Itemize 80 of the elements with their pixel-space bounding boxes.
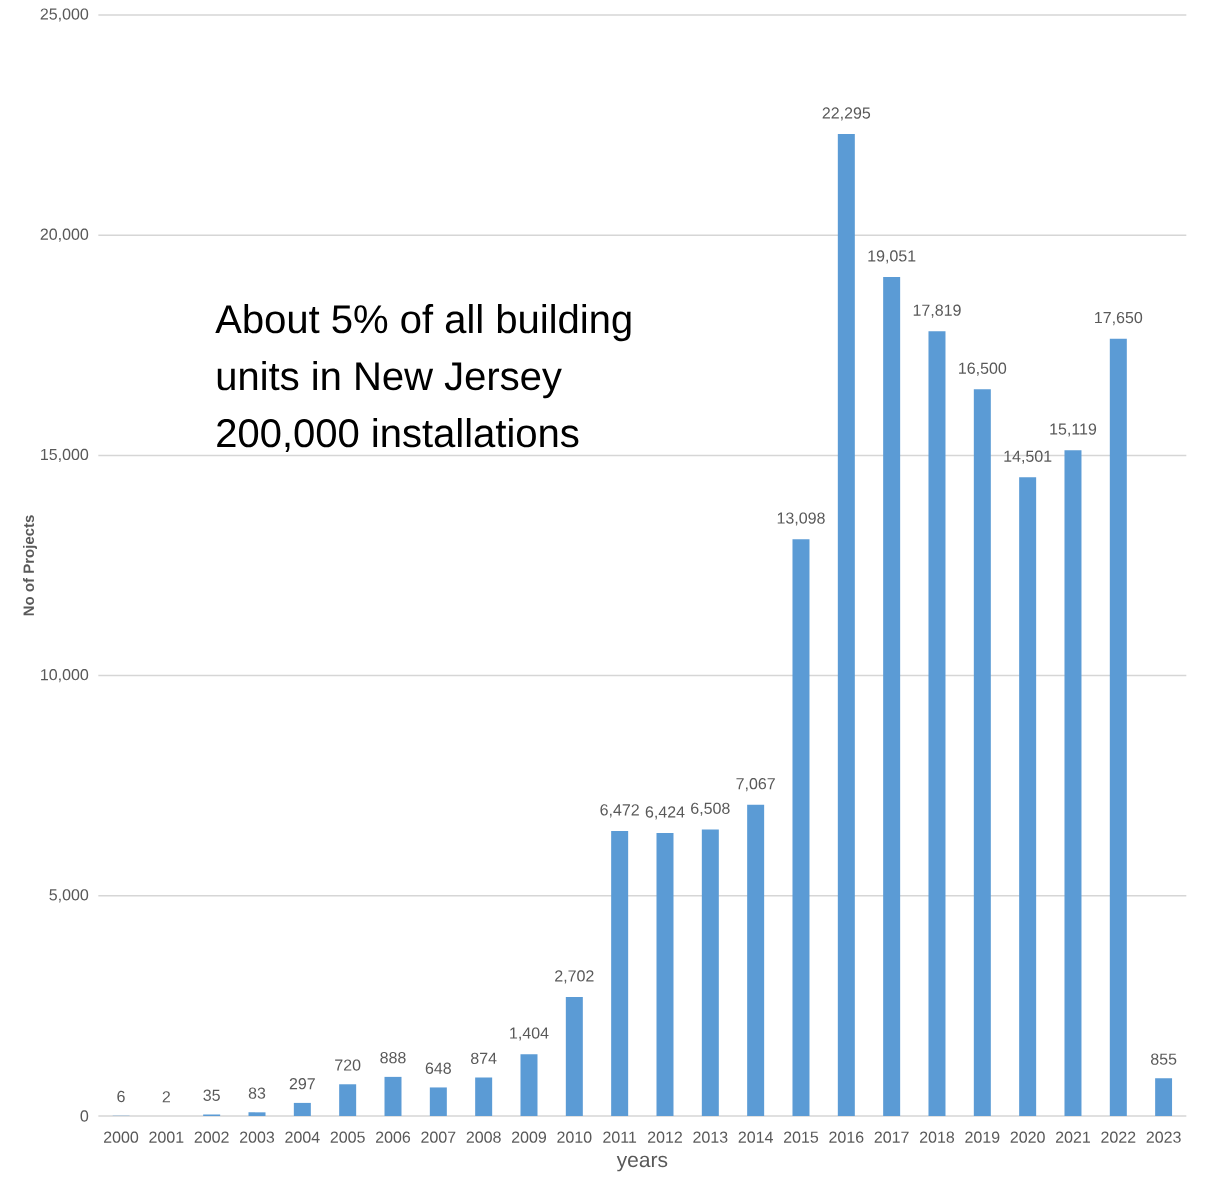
data-label: 6,472 (600, 804, 639, 818)
data-label: 17,650 (1095, 311, 1143, 326)
data-label: 15,119 (1050, 423, 1097, 437)
bar (928, 331, 946, 1116)
x-tick-label: 2021 (1055, 1131, 1090, 1143)
x-tick-label: 2004 (285, 1131, 320, 1143)
data-label: 7,067 (736, 778, 775, 792)
data-label: 2 (162, 1091, 170, 1103)
bar (1064, 450, 1082, 1116)
bar (1155, 1078, 1173, 1116)
data-label: 14,501 (1004, 450, 1052, 464)
x-tick-label: 2009 (512, 1131, 547, 1143)
data-label: 2,702 (555, 970, 594, 984)
x-tick-label: 2015 (783, 1131, 819, 1143)
x-tick-label: 2012 (648, 1131, 682, 1143)
x-tick-label: 2008 (466, 1131, 501, 1143)
data-label: 22,295 (822, 107, 871, 121)
x-tick-label: 2007 (421, 1131, 456, 1143)
bar (1109, 338, 1127, 1116)
bar (384, 1076, 402, 1116)
y-axis-title: No of Projects (23, 515, 37, 616)
bar (429, 1087, 447, 1116)
x-axis-title: years (616, 1155, 668, 1172)
y-tick-label: 0 (80, 1110, 89, 1122)
y-tick-label: 25,000 (40, 8, 89, 22)
bar (248, 1112, 266, 1116)
bar (1019, 477, 1037, 1116)
bar (565, 996, 583, 1116)
annotation: 200,000 installations (217, 418, 579, 453)
data-label: 6,424 (645, 806, 685, 820)
x-tick-label: 2002 (194, 1131, 229, 1143)
x-tick-label: 2014 (738, 1131, 773, 1143)
x-tick-label: 2016 (829, 1131, 864, 1143)
data-label: 888 (380, 1052, 406, 1064)
x-tick-label: 2020 (1010, 1131, 1045, 1143)
annotation: units in New Jersey (217, 361, 562, 399)
data-label: 83 (248, 1087, 266, 1099)
x-tick-label: 2011 (603, 1131, 637, 1143)
data-label: 6,508 (691, 802, 730, 816)
x-tick-label: 2010 (557, 1131, 592, 1143)
x-tick-label: 2003 (240, 1131, 275, 1143)
data-label: 1,404 (510, 1027, 549, 1041)
bar (293, 1102, 311, 1116)
y-tick-label: 20,000 (40, 228, 89, 242)
data-label: 16,500 (959, 362, 1007, 376)
x-tick-label: 2013 (693, 1131, 728, 1143)
data-label: 17,819 (913, 304, 961, 318)
data-label: 648 (425, 1062, 451, 1074)
bar (883, 276, 901, 1116)
bar (520, 1054, 538, 1116)
y-tick-label: 15,000 (41, 448, 89, 462)
data-label: 874 (471, 1052, 497, 1064)
data-label: 855 (1150, 1053, 1177, 1065)
bar (837, 134, 855, 1116)
bar (611, 830, 629, 1116)
x-tick-label: 2000 (104, 1131, 139, 1143)
x-tick-label: 2006 (376, 1131, 411, 1143)
bar (792, 539, 810, 1116)
bar (339, 1084, 357, 1116)
x-tick-label: 2005 (330, 1131, 365, 1143)
annotation: About 5% of all building (215, 304, 631, 342)
x-tick-label: 2023 (1146, 1131, 1181, 1143)
x-tick-label: 2022 (1101, 1131, 1136, 1143)
bar (701, 829, 719, 1116)
data-label: 19,051 (868, 250, 916, 264)
data-label: 720 (335, 1059, 361, 1071)
bar (475, 1077, 493, 1116)
data-label: 35 (203, 1089, 220, 1101)
bar (747, 804, 765, 1116)
x-tick-label: 2018 (919, 1131, 955, 1143)
x-tick-label: 2001 (149, 1131, 184, 1143)
x-tick-label: 2019 (965, 1131, 1000, 1143)
data-label: 6 (117, 1090, 125, 1103)
x-tick-label: 2017 (874, 1131, 909, 1143)
bar (973, 389, 991, 1116)
y-tick-label: 10,000 (41, 668, 89, 683)
y-tick-label: 5,000 (49, 889, 89, 903)
bar (656, 833, 674, 1116)
data-label: 297 (289, 1078, 315, 1090)
data-label: 13,098 (777, 512, 825, 526)
